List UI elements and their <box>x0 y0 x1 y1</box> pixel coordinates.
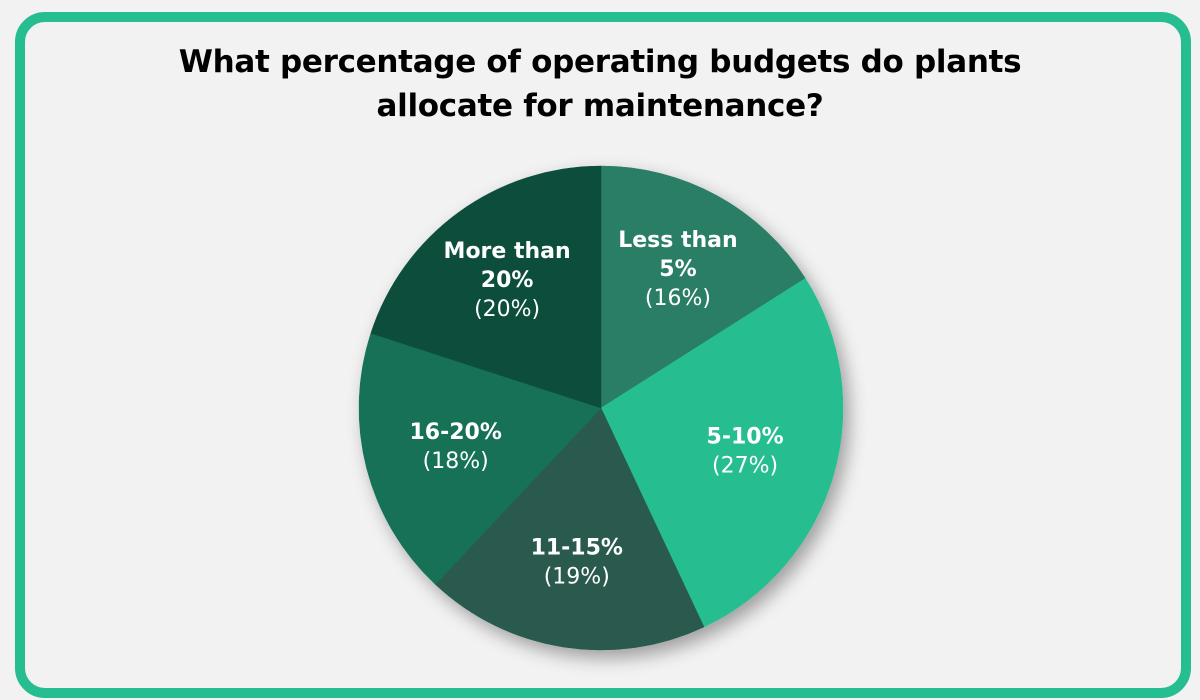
slice-category-label: 5% <box>659 257 696 282</box>
pie-labels: Less than 5% (16%) 5-10% (27%) 11-15% (19%) 16-… <box>409 228 783 589</box>
slice-category-label: More than <box>444 239 571 264</box>
chart-title: What percentage of operating budgets do … <box>0 40 1200 128</box>
pie-slice <box>358 332 602 585</box>
slice-category-label: 11-15% <box>531 535 623 560</box>
chart-title-line-2: allocate for maintenance? <box>376 88 824 124</box>
slice-category-label: 20% <box>481 268 534 293</box>
slice-percent-label: (16%) <box>645 286 711 311</box>
pie-slice <box>600 165 806 409</box>
pie-slices <box>358 165 844 651</box>
slice-category-label: 16-20% <box>409 420 501 445</box>
slice-percent-label: (20%) <box>474 297 540 322</box>
pie-slice <box>434 407 705 651</box>
slice-category-label: 5-10% <box>707 424 784 449</box>
pie-slice <box>370 165 602 409</box>
slice-percent-label: (19%) <box>544 564 610 589</box>
chart-title-line-1: What percentage of operating budgets do … <box>178 44 1022 80</box>
slice-percent-label: (18%) <box>423 449 489 474</box>
slice-category-label: Less than <box>618 228 737 253</box>
slice-percent-label: (27%) <box>712 453 778 478</box>
pie-slice <box>600 277 844 628</box>
